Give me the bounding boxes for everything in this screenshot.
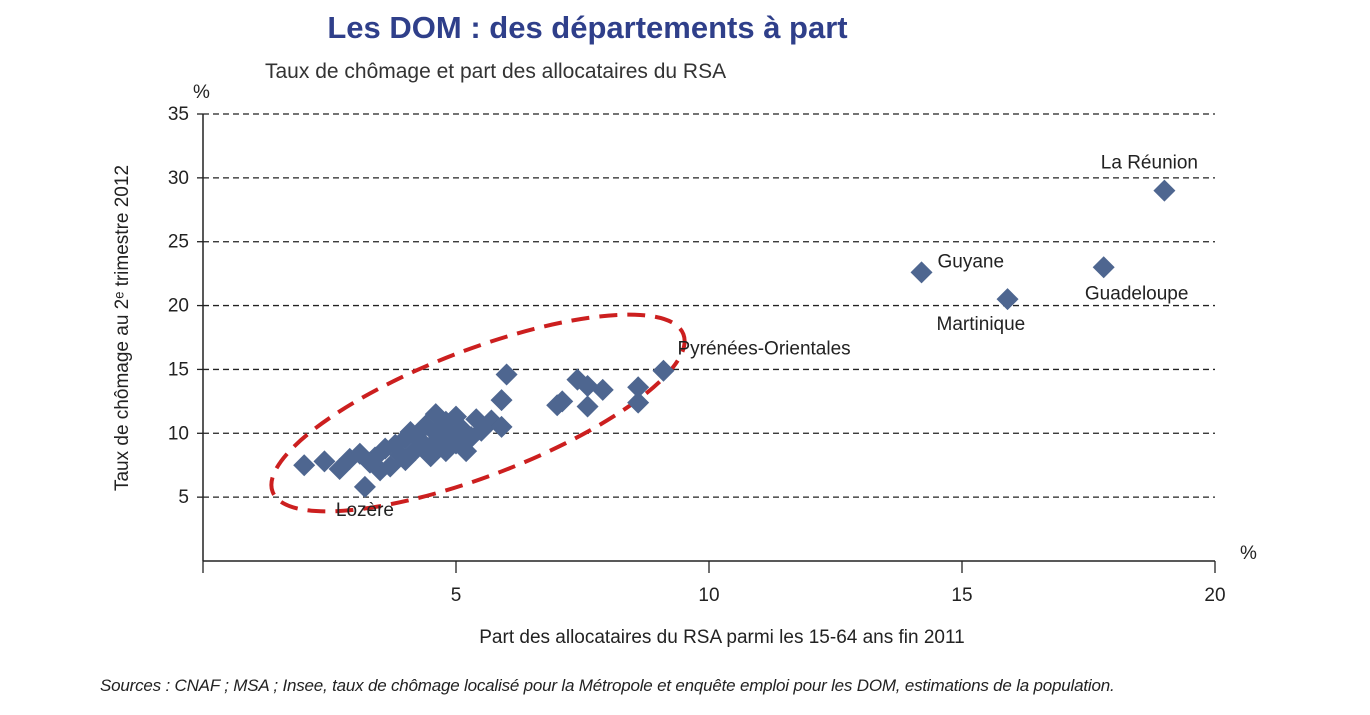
data-point <box>576 395 599 418</box>
highlight-ellipse <box>269 312 687 514</box>
data-point <box>495 363 518 386</box>
gridlines <box>203 113 1215 498</box>
data-point <box>627 376 650 399</box>
data-point <box>652 359 675 382</box>
y-tick-label: 35 <box>168 104 189 125</box>
chart-subtitle: Taux de chômage et part des allocataires… <box>265 60 727 83</box>
x-axis-unit: % <box>1240 543 1257 564</box>
y-tick-label: 20 <box>168 296 189 317</box>
point-label: Guadeloupe <box>1085 283 1189 304</box>
x-axis-label: Part des allocataires du RSA parmi les 1… <box>479 627 964 648</box>
x-tick-label: 20 <box>1204 585 1225 606</box>
point-label: Lozère <box>336 500 394 521</box>
data-point <box>1092 256 1115 279</box>
data-point <box>490 415 513 438</box>
axes: 5 10 15 20 25 30 35 5 10 15 20 <box>168 104 1226 606</box>
data-point <box>1153 179 1176 202</box>
x-tick-label: 15 <box>951 585 972 606</box>
data-point <box>576 375 599 398</box>
data-point <box>293 454 316 477</box>
point-label: La Réunion <box>1101 153 1198 174</box>
source-note: Sources : CNAF ; MSA ; Insee, taux de ch… <box>100 676 1115 695</box>
data-point <box>313 450 336 473</box>
y-tick-label: 15 <box>168 359 189 380</box>
point-label: Pyrénées-Orientales <box>677 339 850 360</box>
y-tick-label: 5 <box>178 487 189 508</box>
chart-title: Les DOM : des départements à part <box>327 10 848 45</box>
point-label: Martinique <box>937 314 1026 335</box>
y-tick-label: 25 <box>168 232 189 253</box>
data-point <box>910 261 933 284</box>
y-tick-label: 10 <box>168 423 189 444</box>
y-axis-label: Taux de chômage au 2ᵉ trimestre 2012 <box>112 165 133 491</box>
data-point <box>996 288 1019 311</box>
y-axis-unit: % <box>193 82 210 103</box>
data-point <box>551 390 574 413</box>
point-label: Guyane <box>938 251 1005 272</box>
data-point <box>627 391 650 414</box>
data-points <box>293 179 1176 498</box>
x-tick-label: 10 <box>698 585 719 606</box>
cluster-ellipse <box>269 312 687 514</box>
data-point <box>353 475 376 498</box>
y-tick-label: 30 <box>168 168 189 189</box>
data-point <box>490 389 513 412</box>
data-point <box>591 378 614 401</box>
point-labels: La Réunion Guadeloupe Guyane Martinique Pyré… <box>336 153 1198 521</box>
x-tick-label: 5 <box>451 585 462 606</box>
